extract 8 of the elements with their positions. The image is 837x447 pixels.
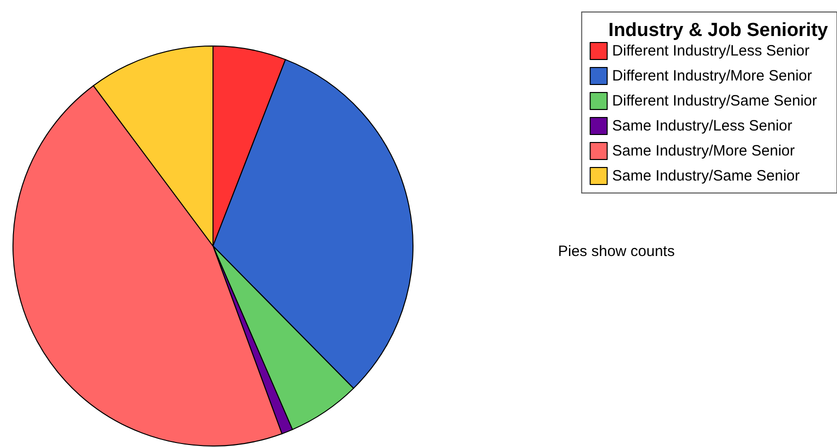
legend-label: Same Industry/Same Senior <box>612 168 800 184</box>
legend-label: Different Industry/Less Senior <box>612 42 810 60</box>
legend-label: Same Industry/More Senior <box>612 142 795 160</box>
legend-title: Industry & Job Seniority <box>608 20 828 41</box>
text: Pies show counts <box>558 243 675 260</box>
legend-label: Different Industry/More Senior <box>612 68 812 84</box>
legend-label: Different Industry/Same Senior <box>612 92 818 110</box>
legend-label: Same Industry/Less Senior <box>612 118 792 134</box>
